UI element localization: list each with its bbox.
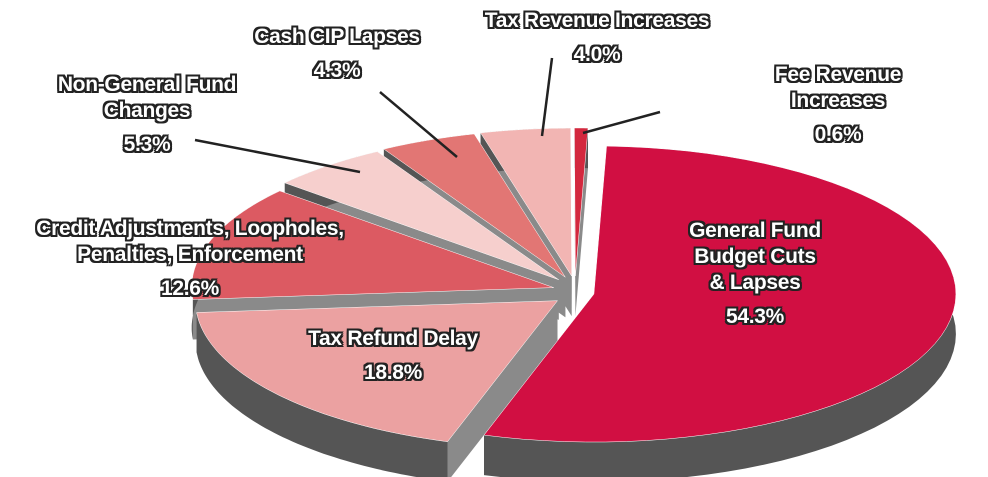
slice — [574, 127, 589, 277]
leader-line — [379, 91, 458, 158]
slice-label: Credit Adjustments, Loopholes, Penalties… — [36, 216, 344, 302]
leader-lines — [194, 57, 661, 174]
category-label: General Fund Budget Cuts & Lapses — [689, 219, 821, 294]
value-label: 54.3% — [725, 305, 785, 328]
value-label: 4.0% — [573, 43, 621, 66]
slice-label: Non-General Fund Changes 5.3% — [57, 72, 237, 158]
leader-line — [582, 110, 661, 135]
value-label: 18.8% — [363, 361, 423, 384]
slice-label: Tax Revenue Increases 4.0% — [484, 8, 710, 68]
slice — [196, 300, 559, 442]
category-label: Cash CIP Lapses — [254, 25, 420, 48]
value-label: 5.3% — [123, 133, 171, 156]
category-label: Non-General Fund Changes — [57, 73, 237, 122]
slice-label: Tax Refund Delay 18.8% — [308, 326, 478, 386]
slice-wall — [484, 146, 956, 477]
category-label: Tax Refund Delay — [308, 327, 478, 350]
slice-side — [447, 300, 558, 477]
slice-wall — [196, 312, 448, 477]
slices — [191, 127, 957, 477]
slice-side — [575, 128, 588, 316]
slice — [383, 133, 566, 278]
slice-label: General Fund Budget Cuts & Lapses 54.3% — [689, 218, 821, 330]
slice — [483, 145, 957, 443]
leader-line — [194, 138, 361, 174]
slice — [191, 190, 554, 300]
category-label: Fee Revenue Increases — [774, 63, 902, 112]
category-label: Tax Revenue Increases — [484, 9, 710, 32]
slice-label: Fee Revenue Increases 0.6% — [763, 62, 913, 148]
value-label: 12.6% — [160, 277, 220, 300]
slice-label: Cash CIP Lapses 4.3% — [254, 24, 420, 84]
category-label: Credit Adjustments, Loopholes, Penalties… — [36, 217, 344, 266]
value-label: 0.6% — [814, 123, 862, 146]
slice — [480, 127, 572, 277]
leader-line — [540, 57, 554, 137]
value-label: 4.3% — [313, 59, 361, 82]
